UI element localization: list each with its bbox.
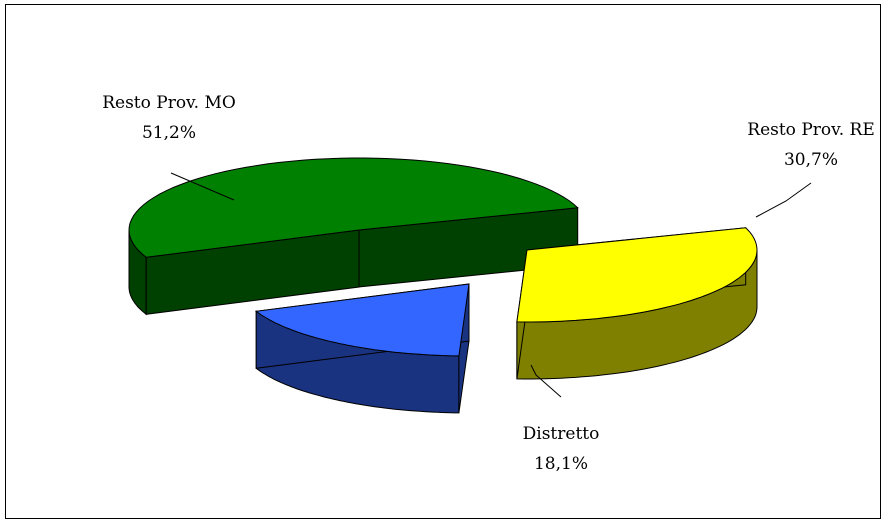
label-name-resto-prov-re: Resto Prov. RE <box>747 120 874 140</box>
slice-top-resto-prov-mo <box>128 157 579 258</box>
label-name-resto-prov-mo: Resto Prov. MO <box>102 93 236 113</box>
leader-resto-prov-re <box>755 182 812 218</box>
slice-resto-prov-mo <box>128 157 579 316</box>
slice-resto-prov-re <box>516 227 758 380</box>
slice-labels: Resto Prov. MO 51,2% Resto Prov. RE 30,7… <box>102 93 875 474</box>
leader-resto-prov-mo <box>170 172 235 201</box>
chart-frame: Resto Prov. MO 51,2% Resto Prov. RE 30,7… <box>5 4 881 519</box>
leader-lines <box>170 172 812 398</box>
label-value-resto-prov-re: 30,7% <box>784 150 838 170</box>
label-name-distretto: Distretto <box>523 424 600 444</box>
slice-top-resto-prov-re <box>516 227 758 323</box>
slice-top-distretto <box>254 283 470 357</box>
pie-chart: Resto Prov. MO 51,2% Resto Prov. RE 30,7… <box>102 93 875 474</box>
label-value-resto-prov-mo: 51,2% <box>142 123 196 143</box>
leader-distretto <box>530 364 562 398</box>
pie-slices <box>128 157 758 414</box>
label-value-distretto: 18,1% <box>534 454 588 474</box>
slice-distretto <box>254 283 470 414</box>
